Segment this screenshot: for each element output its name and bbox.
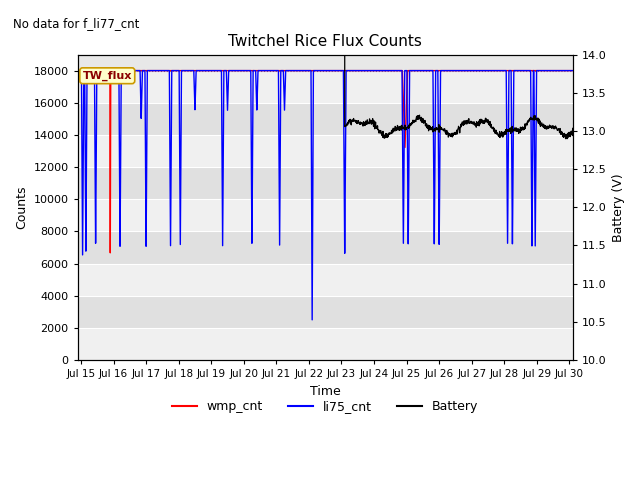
Bar	[77, 71, 573, 103]
Bar	[77, 103, 573, 135]
Bar	[77, 231, 573, 264]
Legend: wmp_cnt, li75_cnt, Battery: wmp_cnt, li75_cnt, Battery	[167, 395, 483, 418]
Text: No data for f_li77_cnt: No data for f_li77_cnt	[13, 17, 139, 30]
Y-axis label: Counts: Counts	[15, 186, 28, 229]
Bar	[77, 264, 573, 296]
Y-axis label: Battery (V): Battery (V)	[612, 173, 625, 241]
Bar	[77, 135, 573, 167]
Bar	[77, 167, 573, 199]
Title: Twitchel Rice Flux Counts: Twitchel Rice Flux Counts	[228, 34, 422, 49]
Bar	[77, 199, 573, 231]
Text: TW_flux: TW_flux	[83, 71, 132, 81]
X-axis label: Time: Time	[310, 384, 340, 397]
Bar	[77, 328, 573, 360]
Bar	[77, 296, 573, 328]
